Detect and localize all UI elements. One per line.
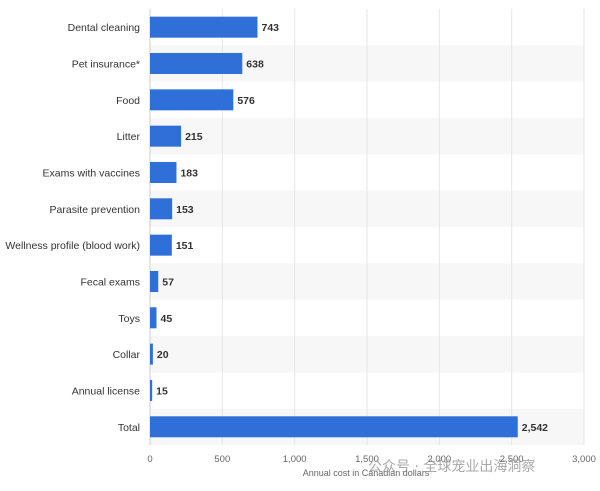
value-label: 183 bbox=[180, 167, 198, 179]
x-tick-label: 500 bbox=[214, 454, 230, 465]
category-label: Toys bbox=[118, 313, 140, 325]
bar bbox=[150, 161, 177, 183]
category-label: Dental cleaning bbox=[68, 22, 141, 34]
category-label: Food bbox=[116, 95, 140, 107]
category-label: Pet insurance* bbox=[72, 58, 140, 70]
value-label: 15 bbox=[156, 385, 168, 397]
category-label: Litter bbox=[117, 131, 141, 143]
x-tick-label: 2,500 bbox=[500, 454, 524, 465]
x-tick-label: 2,000 bbox=[427, 454, 451, 465]
x-tick-label: 1,000 bbox=[283, 454, 307, 465]
bar bbox=[150, 198, 173, 220]
value-label: 153 bbox=[176, 204, 194, 216]
value-label: 638 bbox=[246, 58, 264, 70]
x-tick-label: 1,500 bbox=[355, 454, 379, 465]
x-axis-title: Annual cost in Canadian dollars bbox=[303, 468, 430, 478]
x-tick-label: 0 bbox=[147, 454, 152, 465]
value-label: 2,542 bbox=[522, 422, 548, 434]
category-label: Annual license bbox=[72, 385, 140, 397]
category-label: Parasite prevention bbox=[50, 204, 141, 216]
value-label: 576 bbox=[237, 95, 255, 107]
gridlines bbox=[149, 9, 585, 445]
watermark: 公众号 · 全球宠业出海洞察 bbox=[368, 459, 536, 475]
value-label: 57 bbox=[162, 276, 174, 288]
bar bbox=[150, 270, 159, 292]
bar bbox=[150, 234, 172, 256]
bar bbox=[150, 379, 153, 401]
x-tick-label: 3,000 bbox=[572, 454, 596, 465]
value-label: 215 bbox=[185, 131, 203, 143]
value-label: 45 bbox=[161, 313, 173, 325]
bar bbox=[150, 416, 518, 438]
value-label: 151 bbox=[176, 240, 194, 252]
bars bbox=[150, 16, 518, 438]
category-label: Fecal exams bbox=[80, 276, 140, 288]
bar bbox=[150, 343, 153, 365]
bar bbox=[150, 125, 182, 147]
bar bbox=[150, 52, 243, 74]
category-label: Total bbox=[118, 422, 140, 434]
value-labels: 743 638 576 215 183 153 151 57 45 20 15 2,542 bbox=[156, 22, 548, 434]
value-label: 20 bbox=[157, 349, 169, 361]
category-label: Collar bbox=[113, 349, 141, 361]
category-labels: Dental cleaning Pet insurance* Food Litter E… bbox=[5, 22, 140, 434]
bar bbox=[150, 16, 258, 38]
category-label: Wellness profile (blood work) bbox=[5, 240, 140, 252]
category-label: Exams with vaccines bbox=[43, 167, 140, 179]
value-label: 743 bbox=[261, 22, 279, 34]
x-tick-labels: 0 500 1,000 1,500 2,000 2,500 3,000 bbox=[147, 454, 596, 465]
bar bbox=[150, 89, 234, 111]
bar bbox=[150, 307, 157, 329]
